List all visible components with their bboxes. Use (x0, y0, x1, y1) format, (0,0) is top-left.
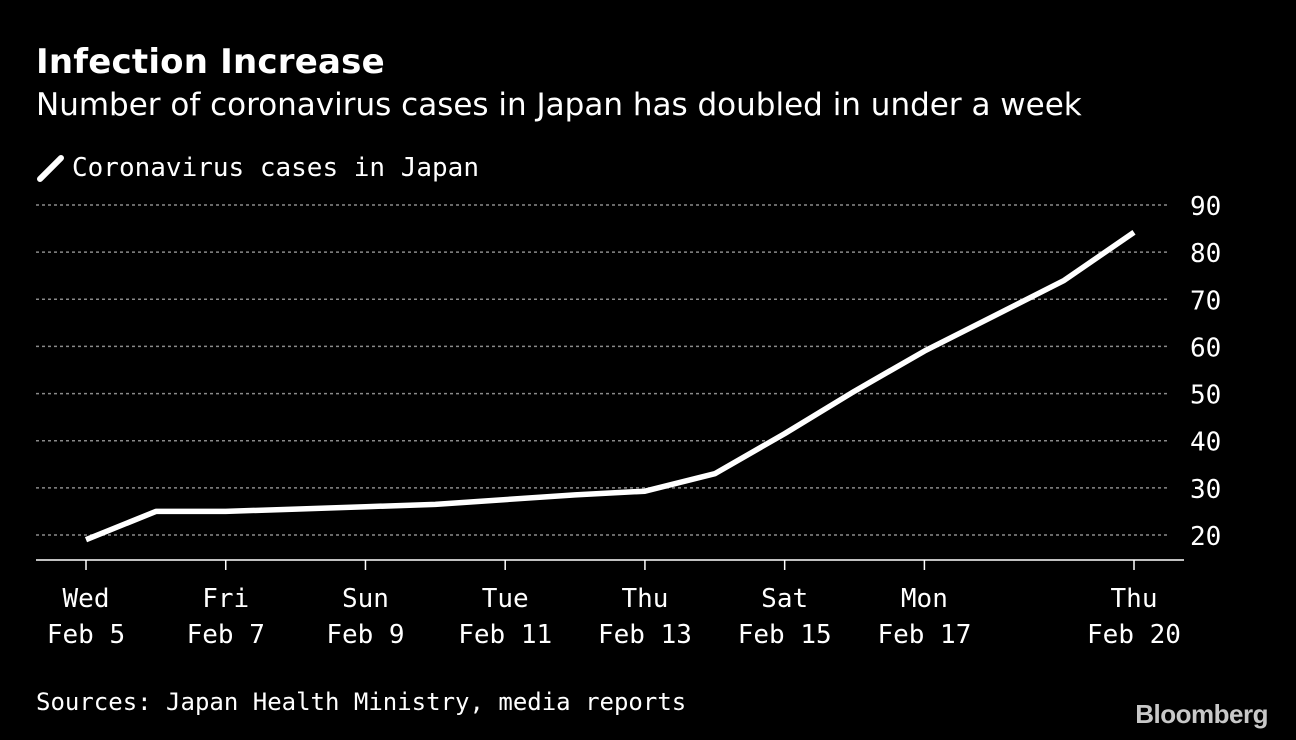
chart-title: Infection Increase (36, 42, 385, 82)
y-tick-label-90: 90 (1190, 192, 1221, 222)
series-line-cases (84, 230, 1136, 543)
x-tick-weekday-label: Sat (761, 584, 808, 614)
x-tick-date-label: Feb 13 (598, 620, 692, 650)
x-tick-weekday-label: Thu (621, 584, 668, 614)
x-tick-weekday-label: Thu (1111, 584, 1158, 614)
bloomberg-logo: Bloomberg (1135, 699, 1268, 729)
legend-swatch-line-icon (37, 155, 64, 182)
legend-label: Coronavirus cases in Japan (72, 153, 479, 183)
x-tick-date-label: Feb 17 (877, 620, 971, 650)
y-tick-label-40: 40 (1190, 428, 1221, 458)
y-tick-label-30: 30 (1190, 475, 1221, 505)
x-tick-weekday-label: Wed (63, 584, 110, 614)
source-note: Sources: Japan Health Ministry, media re… (36, 688, 687, 716)
y-tick-label-20: 20 (1190, 522, 1221, 552)
x-tick-weekday-label: Tue (482, 584, 529, 614)
x-tick-date-label: Feb 11 (458, 620, 552, 650)
x-tick-date-label: Feb 5 (47, 620, 125, 650)
x-tick-date-label: Feb 9 (326, 620, 404, 650)
y-tick-label-60: 60 (1190, 333, 1221, 363)
x-tick-date-label: Feb 20 (1087, 620, 1181, 650)
x-tick-date-label: Feb 7 (187, 620, 265, 650)
y-tick-label-80: 80 (1190, 239, 1221, 269)
y-tick-label-70: 70 (1190, 286, 1221, 316)
x-tick-date-label: Feb 15 (738, 620, 832, 650)
legend: Coronavirus cases in Japan (36, 150, 479, 186)
x-tick-weekday-label: Sun (342, 584, 389, 614)
chart-subtitle: Number of coronavirus cases in Japan has… (36, 87, 1082, 123)
x-tick-weekday-label: Mon (901, 584, 948, 614)
x-tick-weekday-label: Fri (202, 584, 249, 614)
y-tick-label-50: 50 (1190, 381, 1221, 411)
